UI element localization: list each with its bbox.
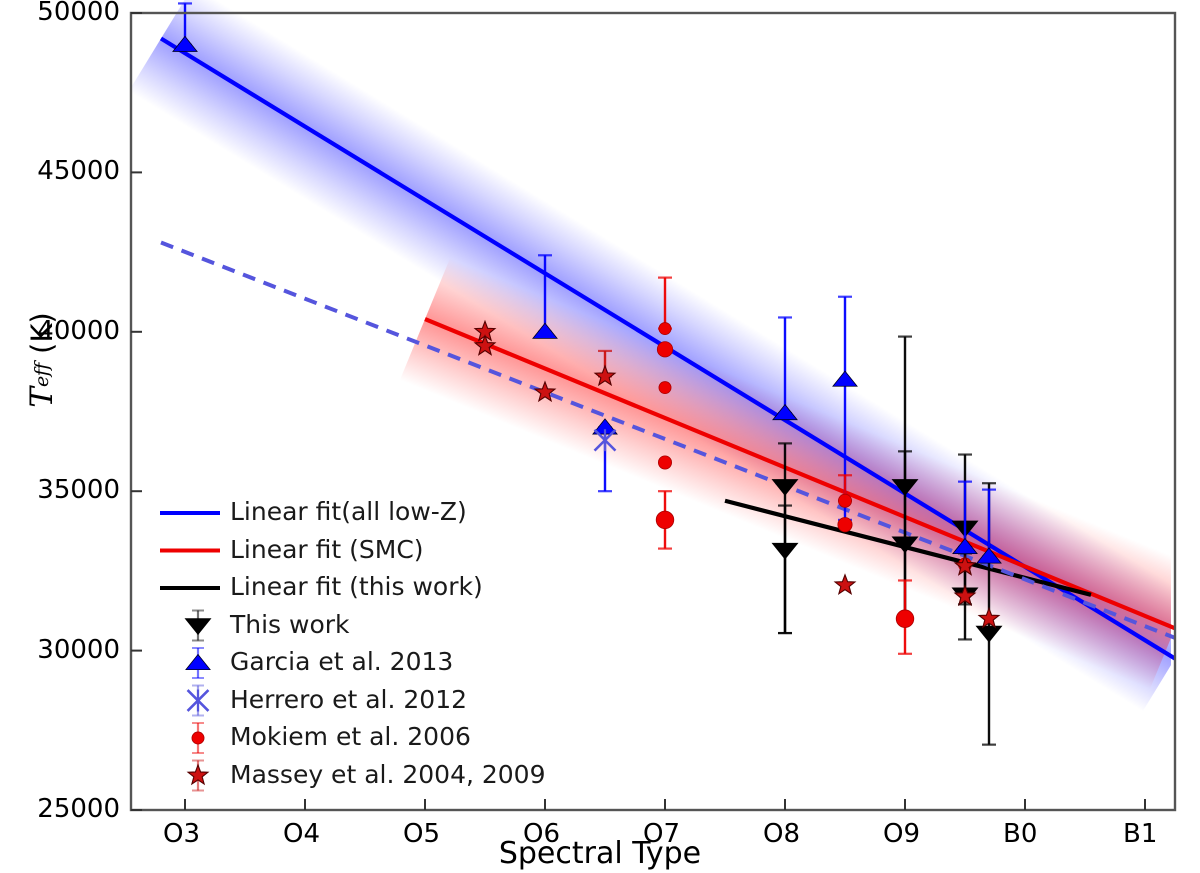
x-tick-B1: B1 (1123, 819, 1158, 849)
legend-entry-0[interactable]: Linear fit(all low-Z) (230, 497, 467, 526)
legend-entry-3[interactable]: This work (230, 609, 350, 639)
data-points (172, 2, 1003, 746)
axis-frame (129, 11, 1177, 812)
legend-markers (160, 511, 220, 792)
legend-entry-6[interactable]: Mokiem et al. 2006 (230, 722, 471, 751)
x-tick-O3: O3 (163, 819, 201, 849)
legend-entry-5[interactable]: Herrero et al. 2012 (230, 684, 468, 714)
x-tick-O8: O8 (763, 819, 801, 849)
x-tick-O4: O4 (283, 819, 321, 849)
legend-entry-1[interactable]: Linear fit (SMC) (230, 534, 424, 564)
y-tick-30000: 30000 (37, 634, 120, 665)
x-tick-O9: O9 (883, 819, 921, 849)
y-tick-40000: 40000 (37, 315, 120, 346)
y-tick-45000: 45000 (37, 156, 120, 187)
x-tick-O6: O6 (523, 819, 561, 849)
legend-entry-7[interactable]: Massey et al. 2004, 2009 (230, 759, 546, 789)
x-tick-O7: O7 (643, 819, 681, 849)
x-tick-B0: B0 (1003, 819, 1038, 849)
legend-entry-4[interactable]: Garcia et al. 2013 (230, 647, 454, 676)
legend-entry-2[interactable]: Linear fit (this work) (230, 572, 483, 601)
y-tick-35000: 35000 (37, 475, 120, 506)
y-tick-50000: 50000 (37, 0, 120, 27)
x-axis-label: Spectral Type (498, 836, 702, 871)
y-tick-25000: 25000 (37, 794, 120, 824)
x-tick-O5: O5 (403, 819, 441, 849)
